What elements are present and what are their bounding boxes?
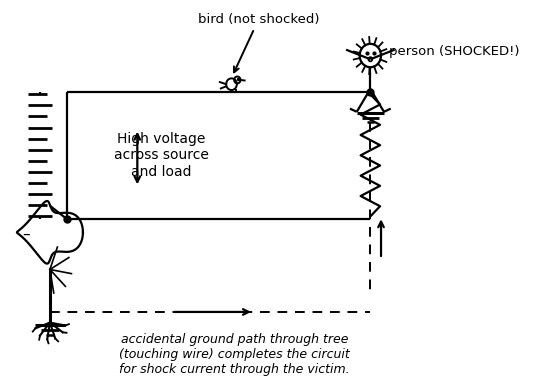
Text: accidental ground path through tree
(touching wire) completes the circuit
for sh: accidental ground path through tree (tou… — [119, 333, 350, 376]
Text: bird (not shocked): bird (not shocked) — [198, 13, 319, 72]
Text: –: – — [22, 227, 29, 242]
Text: person (SHOCKED!): person (SHOCKED!) — [389, 45, 519, 58]
Text: High voltage
across source
and load: High voltage across source and load — [114, 132, 209, 179]
